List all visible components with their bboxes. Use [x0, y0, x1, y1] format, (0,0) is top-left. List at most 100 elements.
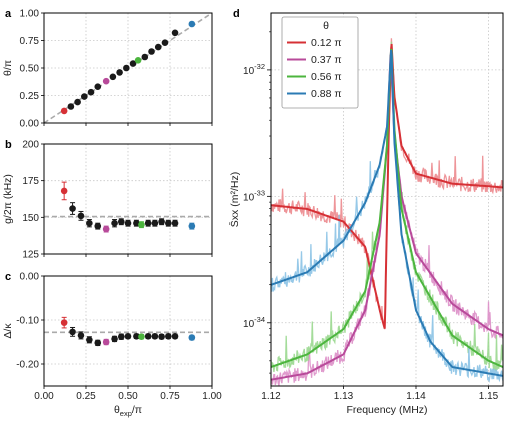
data-point — [117, 333, 125, 341]
data-point — [74, 98, 81, 106]
data-point — [141, 53, 149, 61]
panel-a: 0.00 0.25 0.50 0.75 1.00 θ/π a — [2, 8, 213, 130]
panel-label: b — [5, 139, 12, 151]
data-point — [148, 48, 155, 55]
data-point — [94, 339, 102, 347]
data-point — [86, 336, 93, 344]
data-point — [102, 338, 110, 346]
data-point — [69, 328, 76, 336]
y-tick-label: 200 — [22, 140, 39, 151]
panel-b: 125 150 175 200 g/2π (kHz) b — [2, 139, 213, 261]
data-point — [188, 334, 196, 341]
legend-label: 0.37 π — [311, 54, 342, 66]
data-point — [171, 332, 179, 340]
data-point — [94, 83, 102, 90]
data-point — [188, 222, 196, 230]
legend-label: 0.56 π — [311, 71, 342, 83]
data-point — [144, 219, 152, 227]
y-tick-label: -0.10 — [16, 316, 39, 327]
data-point — [116, 69, 123, 76]
y-tick-label: -0.20 — [16, 360, 39, 371]
data-point — [133, 219, 140, 227]
data-point — [188, 20, 196, 28]
y-tick-label: 0.25 — [20, 91, 40, 102]
data-point — [138, 333, 145, 341]
y-tick-label: 0.00 — [20, 119, 40, 130]
panel-c: 0.00 -0.10 -0.20 0.00 0.25 0.50 0.75 1.00 Δ/κ c θe… — [2, 271, 222, 418]
x-tick-label: 0.75 — [160, 391, 180, 402]
data-point — [87, 88, 95, 96]
data-point — [154, 43, 162, 51]
fit-curve — [271, 49, 503, 377]
data-point — [117, 218, 125, 226]
y-axis-label: S̄xx (m²/Hz) — [228, 172, 241, 227]
data-point — [171, 29, 179, 37]
y-tick-label: 10-33 — [243, 188, 265, 203]
data-point — [124, 219, 132, 227]
data-point — [161, 39, 169, 46]
legend-title: θ — [323, 20, 329, 32]
x-tick-label: 0.50 — [118, 391, 138, 402]
data-point — [138, 221, 145, 228]
legend-label: 0.88 π — [311, 88, 342, 100]
y-tick-label: 175 — [22, 176, 39, 187]
legend-label: 0.12 π — [311, 37, 342, 49]
data-point — [133, 332, 140, 340]
x-tick-label: 1.13 — [334, 391, 354, 402]
data-point — [102, 225, 110, 233]
data-point — [151, 332, 159, 340]
y-tick-label: 10-34 — [243, 315, 265, 330]
data-point — [109, 73, 117, 81]
legend-box — [281, 16, 359, 109]
axes-frame — [43, 143, 213, 255]
x-tick-label: 1.15 — [479, 391, 499, 402]
panel-d: 1.12 1.13 1.14 1.15 10-32 10-33 10-34 S̄xx (m²/… — [228, 8, 504, 416]
x-tick-label: 0.25 — [76, 391, 96, 402]
fit-curve — [271, 43, 503, 329]
y-axis-label: Δ/κ — [2, 323, 14, 339]
data-point — [123, 64, 130, 72]
y-tick-label: 150 — [22, 213, 39, 224]
panel-label: a — [5, 8, 12, 20]
y-tick-label: 1.00 — [20, 9, 40, 20]
y-axis-label: θ/π — [2, 60, 14, 76]
data-point — [102, 77, 110, 85]
data-point — [165, 332, 172, 340]
x-tick-label: 1.00 — [202, 391, 222, 402]
x-axis-label: θexp/π — [114, 404, 142, 418]
data-point — [171, 219, 179, 227]
data-point — [151, 219, 159, 227]
data-point — [124, 332, 132, 340]
fit-curve — [271, 48, 503, 368]
y-tick-label: 0.50 — [20, 64, 40, 75]
data-point — [77, 332, 85, 339]
x-axis-label: Frequency (MHz) — [346, 404, 427, 416]
data-point — [144, 332, 152, 340]
y-tick-label: 10-32 — [243, 62, 265, 77]
data-point — [69, 205, 76, 212]
data-point — [67, 103, 75, 110]
data-point — [77, 212, 85, 220]
data-point — [111, 335, 118, 343]
data-point — [94, 222, 102, 230]
data-point — [86, 219, 93, 227]
y-tick-label: 125 — [22, 250, 39, 261]
data-point — [134, 57, 142, 64]
axes-frame — [43, 275, 213, 387]
y-tick-label: 0.00 — [20, 272, 40, 283]
data-point — [158, 218, 165, 226]
data-point — [60, 187, 68, 195]
x-tick-label: 1.12 — [261, 391, 281, 402]
panel-label: c — [5, 271, 11, 283]
data-point — [129, 60, 137, 67]
panel-label: d — [233, 8, 240, 20]
axes-frame — [270, 12, 504, 387]
data-point — [60, 319, 68, 326]
x-tick-label: 0.00 — [34, 391, 54, 402]
y-axis-label: g/2π (kHz) — [2, 174, 14, 224]
x-tick-label: 1.14 — [406, 391, 426, 402]
data-point — [111, 219, 118, 227]
y-tick-label: 0.75 — [20, 36, 40, 47]
legend: θ 0.12 π 0.37 π 0.56 π 0.88 π — [281, 16, 359, 109]
data-point — [165, 219, 172, 227]
